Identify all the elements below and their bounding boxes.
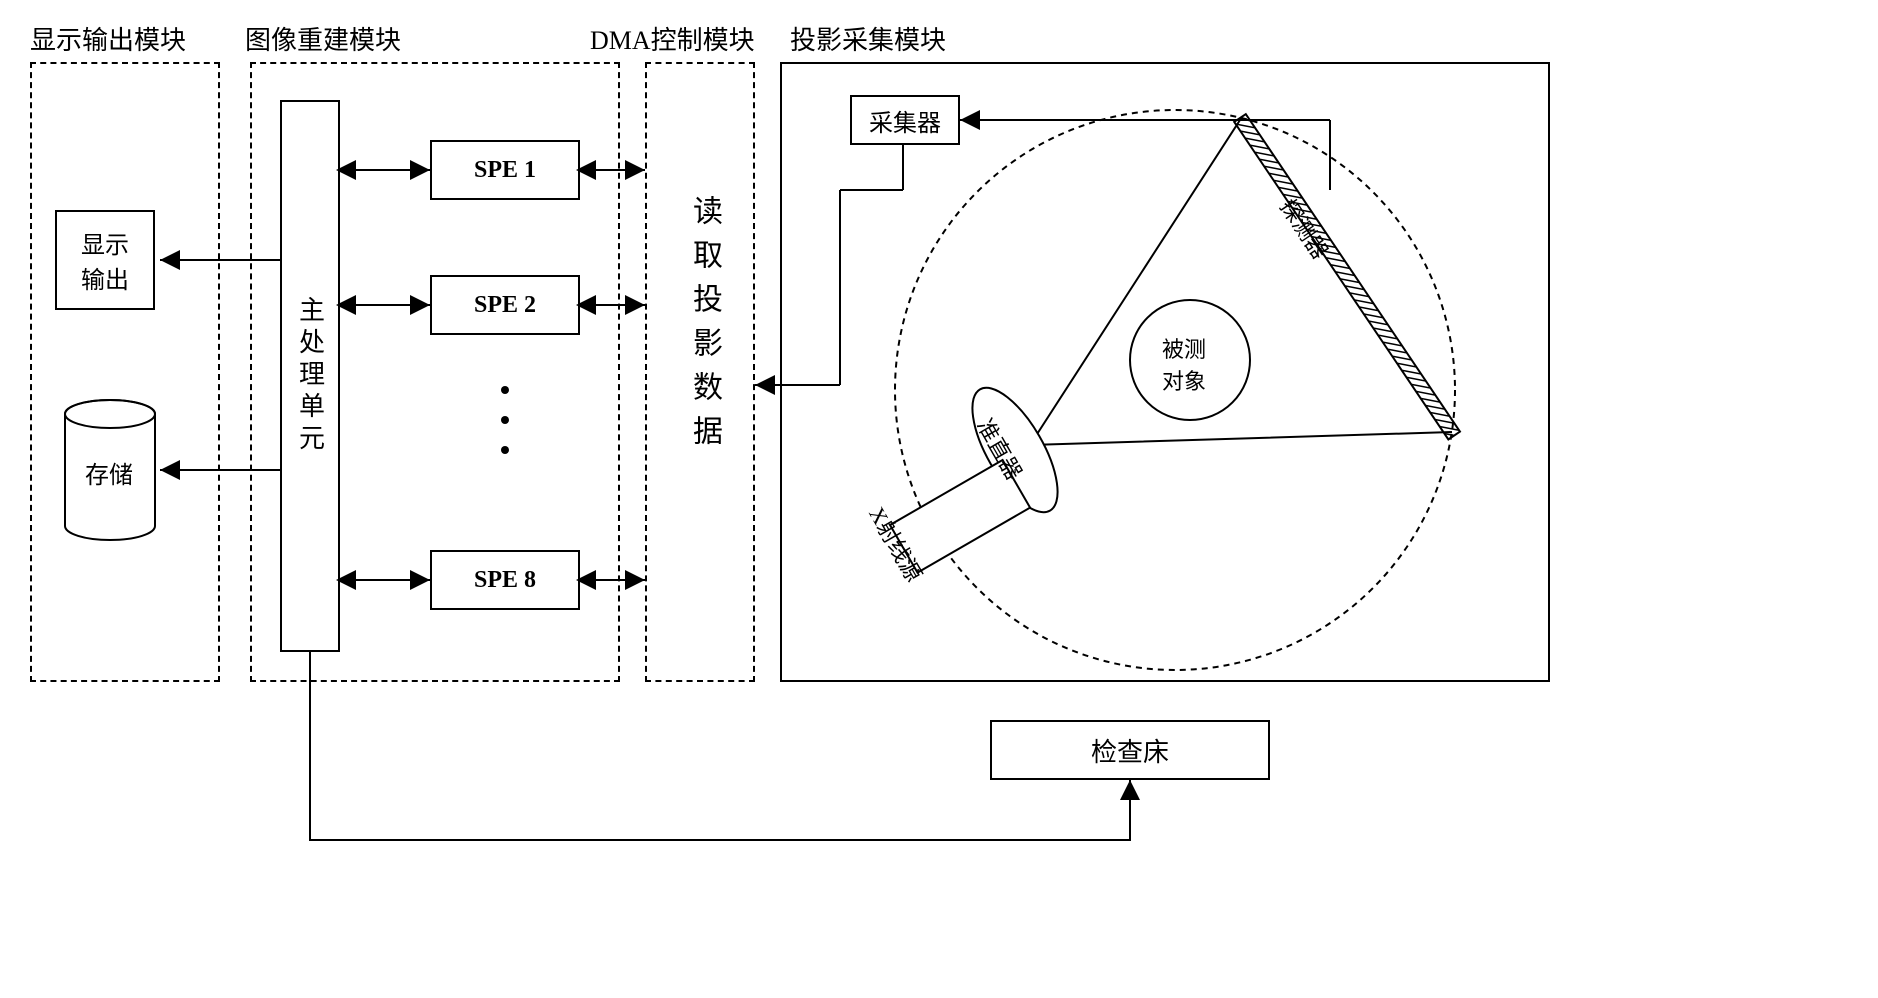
ellipsis-dot <box>501 446 509 454</box>
diagram-root: 显示输出模块 图像重建模块 DMA控制模块 投影采集模块 显示 输出 存储 主处… <box>20 20 1560 890</box>
display-output-box: 显示 输出 <box>55 210 155 310</box>
exam-bed-box: 检查床 <box>990 720 1270 780</box>
label-acq-module: 投影采集模块 <box>790 20 946 57</box>
read-proj-label: 读取投影数据 <box>682 195 726 464</box>
label-recon-module: 图像重建模块 <box>245 20 401 57</box>
ellipsis-dot <box>501 386 509 394</box>
target-label: 被测 对象 <box>1162 332 1206 396</box>
spe2-box: SPE 2 <box>430 275 580 335</box>
spe1-box: SPE 1 <box>430 140 580 200</box>
main-proc-label: 主处理单元 <box>292 296 329 456</box>
storage-label: 存储 <box>85 455 133 490</box>
main-proc-box: 主处理单元 <box>280 100 340 652</box>
display-module-box <box>30 62 220 682</box>
collector-box: 采集器 <box>850 95 960 145</box>
spe8-box: SPE 8 <box>430 550 580 610</box>
label-dma-module: DMA控制模块 <box>590 20 755 57</box>
label-display-module: 显示输出模块 <box>30 20 186 57</box>
ellipsis-dot <box>501 416 509 424</box>
